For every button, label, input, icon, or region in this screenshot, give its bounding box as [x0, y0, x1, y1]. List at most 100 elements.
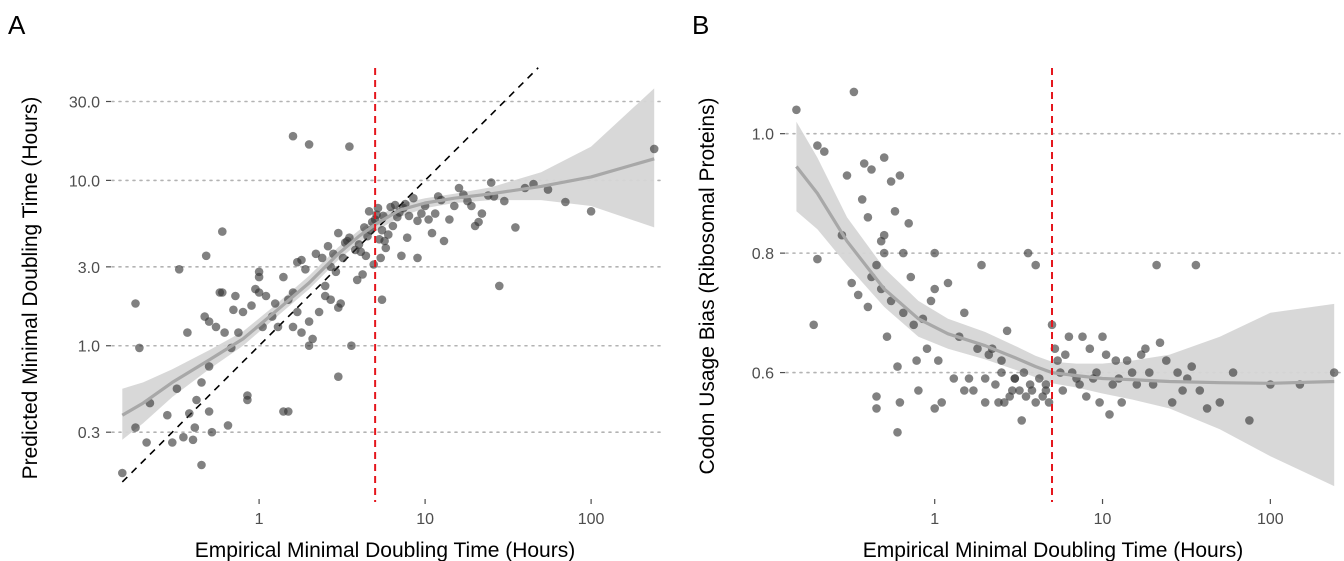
- data-point: [131, 423, 140, 432]
- data-point: [377, 225, 387, 235]
- data-point: [185, 409, 194, 418]
- confidence-band: [122, 88, 655, 440]
- data-point: [895, 398, 905, 407]
- data-point: [1017, 416, 1026, 425]
- data-point: [1173, 368, 1182, 377]
- data-point: [879, 230, 889, 240]
- panel-a-y-axis-title: Predicted Minimal Doubling Time (Hours): [19, 97, 42, 480]
- data-point: [320, 281, 330, 291]
- data-point: [304, 317, 314, 326]
- data-point: [863, 302, 873, 312]
- smooth-line: [795, 165, 1335, 385]
- data-point: [211, 322, 221, 332]
- data-point: [809, 320, 818, 330]
- data-point: [474, 217, 483, 227]
- data-point: [1031, 398, 1040, 407]
- data-point: [973, 344, 982, 354]
- data-point: [334, 303, 343, 312]
- data-point: [424, 215, 433, 224]
- data-point: [1015, 386, 1024, 395]
- data-point: [301, 265, 310, 274]
- data-point: [1095, 398, 1104, 407]
- data-point: [384, 230, 393, 239]
- data-point: [377, 295, 387, 305]
- x-tick-label: 100: [578, 511, 605, 528]
- data-point: [247, 301, 256, 310]
- data-point: [1105, 410, 1114, 419]
- data-point: [380, 236, 389, 246]
- data-point: [345, 142, 354, 151]
- data-point: [238, 307, 248, 317]
- data-point: [311, 249, 321, 259]
- data-point: [254, 288, 264, 297]
- data-point: [284, 407, 293, 416]
- data-point: [1064, 332, 1074, 342]
- y-tick-label: 3.0: [78, 260, 100, 277]
- y-tick-label: 0.8: [752, 246, 774, 263]
- data-point: [543, 185, 553, 194]
- data-point: [1002, 326, 1012, 336]
- data-point: [857, 195, 867, 204]
- x-tick-label: 1: [930, 511, 939, 528]
- panel-a: 0.3 1.0 3.0 10.0 30.0 1 10 100: [69, 67, 661, 528]
- panel-b-tag: B: [692, 10, 709, 40]
- data-point: [914, 386, 923, 395]
- data-point: [190, 423, 200, 432]
- data-point: [197, 378, 206, 387]
- data-point: [218, 288, 227, 297]
- data-point: [234, 328, 243, 337]
- data-point: [849, 87, 859, 97]
- data-point: [872, 392, 881, 401]
- data-point: [401, 199, 410, 209]
- data-point: [308, 334, 317, 344]
- confidence-band: [796, 121, 1335, 487]
- data-point: [331, 267, 341, 277]
- data-point: [409, 193, 418, 203]
- data-point: [930, 248, 939, 258]
- data-point: [895, 171, 905, 180]
- data-point: [279, 272, 288, 282]
- data-point: [872, 404, 881, 413]
- data-point: [1082, 392, 1091, 401]
- data-point: [243, 391, 252, 400]
- data-point: [1329, 368, 1339, 377]
- data-point: [450, 201, 459, 211]
- data-point: [1155, 338, 1165, 348]
- x-tick-label: 10: [416, 511, 434, 528]
- data-point: [352, 275, 362, 285]
- data-point: [997, 356, 1006, 365]
- data-point: [1085, 344, 1095, 354]
- data-point: [1021, 392, 1031, 401]
- data-point: [1127, 368, 1137, 377]
- data-point: [820, 147, 829, 156]
- data-point: [261, 291, 271, 301]
- data-point: [867, 165, 876, 174]
- data-point: [135, 343, 144, 353]
- data-point: [899, 248, 908, 258]
- y-tick-label: 1.0: [78, 339, 100, 356]
- data-point: [1108, 380, 1117, 389]
- data-point: [369, 260, 379, 269]
- data-point: [334, 228, 343, 238]
- data-point: [231, 291, 240, 301]
- data-point: [1078, 332, 1087, 342]
- data-point: [906, 272, 916, 282]
- data-point: [997, 368, 1006, 377]
- data-point: [118, 468, 127, 478]
- y-tick-label: 0.6: [752, 366, 774, 383]
- panel-a-tag: A: [8, 10, 26, 40]
- data-point: [511, 223, 520, 232]
- data-point: [1031, 260, 1040, 270]
- data-point: [314, 307, 324, 317]
- data-point: [288, 322, 298, 332]
- data-point: [427, 228, 437, 238]
- data-point: [1132, 380, 1142, 389]
- data-point: [1145, 368, 1154, 377]
- data-point: [477, 209, 487, 218]
- data-point: [361, 251, 371, 261]
- data-point: [183, 328, 192, 337]
- data-point: [893, 428, 902, 437]
- data-point: [179, 432, 188, 442]
- data-point: [413, 216, 422, 226]
